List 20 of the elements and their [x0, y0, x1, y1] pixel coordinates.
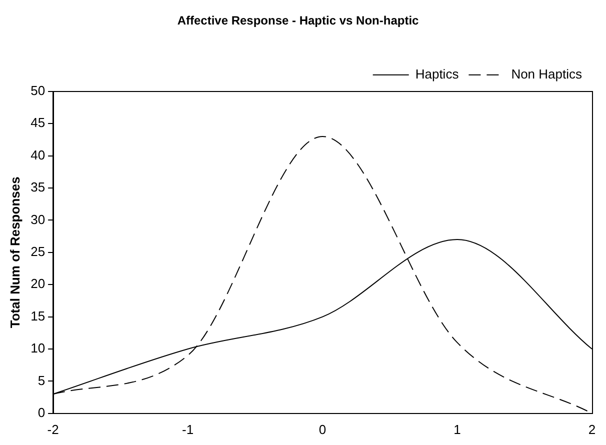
x-tick-label: -1: [182, 422, 194, 437]
legend-label: Haptics: [415, 66, 460, 82]
y-tick-label: 45: [30, 115, 46, 130]
x-tick-label: 0: [318, 422, 326, 437]
x-tick-label: 2: [588, 422, 596, 437]
y-tick-label: 50: [30, 82, 46, 98]
y-tick-label: 5: [38, 372, 46, 388]
legend-label: Non Haptics: [511, 66, 582, 82]
y-tick-label: 25: [30, 244, 46, 259]
y-tick-label: 30: [30, 212, 46, 227]
y-tick-label: 35: [30, 180, 46, 195]
y-tick-label: 0: [38, 404, 46, 420]
y-tick-label: 40: [30, 147, 46, 162]
y-axis-title: Total Num of Responses: [7, 176, 22, 328]
y-tick-label: 15: [30, 308, 46, 324]
x-tick-label: -2: [47, 422, 59, 437]
x-tick-label: 1: [454, 422, 461, 437]
y-tick-label: 20: [30, 276, 46, 292]
chart-title: Affective Response - Haptic vs Non-haptic: [177, 14, 420, 28]
y-tick-label: 10: [30, 340, 46, 356]
